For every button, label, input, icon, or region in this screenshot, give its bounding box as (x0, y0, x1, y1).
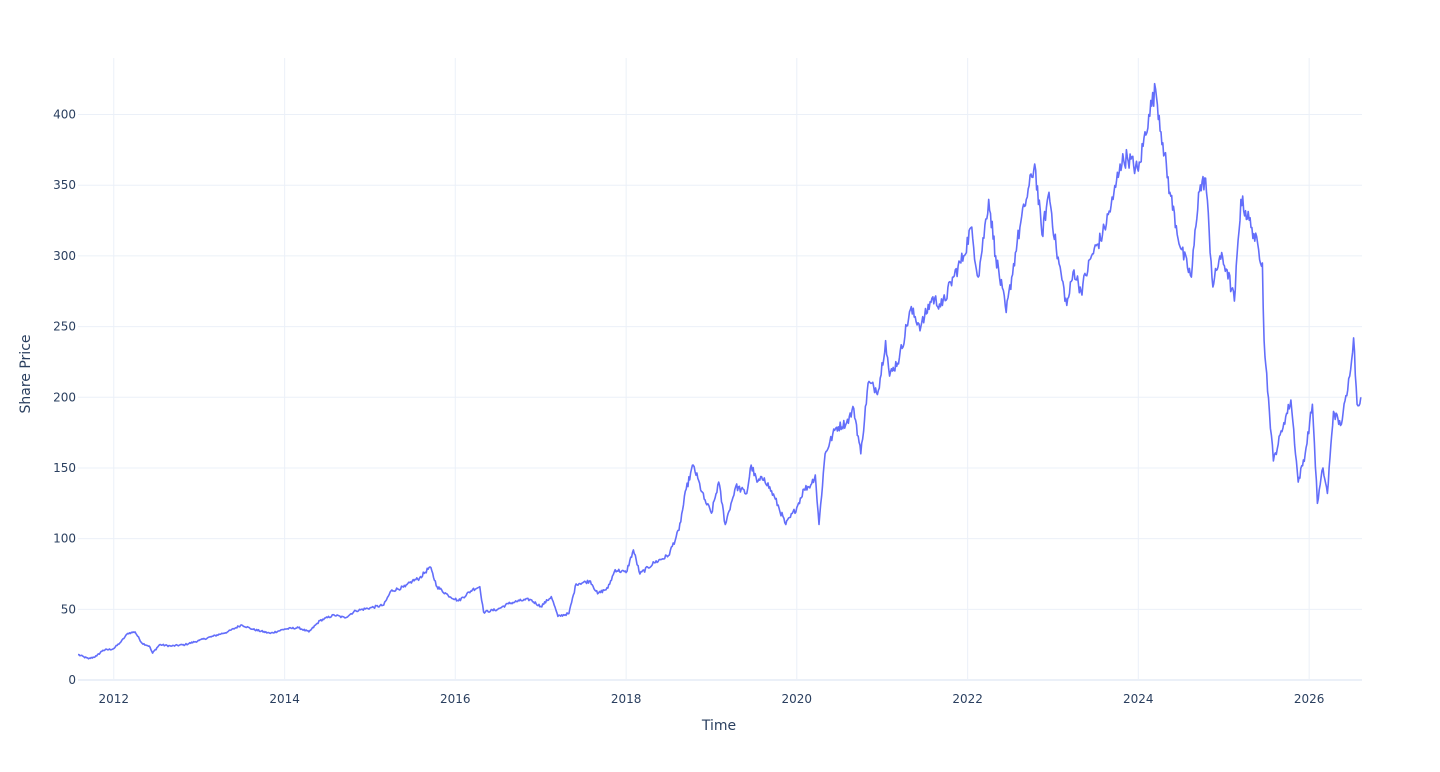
x-tick-label: 2026 (1294, 692, 1325, 706)
series-layer (77, 82, 1362, 660)
y-tick-label: 0 (68, 673, 76, 687)
y-tick-label: 250 (53, 320, 76, 334)
y-tick-label: 150 (53, 461, 76, 475)
grid-layer (78, 58, 1362, 681)
tick-labels: 2012 2014 2016 2018 2020 2022 2024 2026 0 50 100 15… (53, 108, 1324, 706)
y-axis-title: Share Price (18, 334, 34, 413)
y-tick-label: 300 (53, 249, 76, 263)
x-tick-label: 2014 (269, 692, 300, 706)
x-axis-title: Time (701, 718, 736, 734)
x-tick-label: 2020 (782, 692, 813, 706)
x-tick-label: 2016 (440, 692, 471, 706)
y-tick-label: 350 (53, 178, 76, 192)
x-tick-label: 2012 (98, 692, 129, 706)
x-tick-label: 2018 (611, 692, 642, 706)
price-series-line (77, 82, 1362, 660)
y-tick-label: 400 (53, 108, 76, 122)
x-tick-label: 2022 (952, 692, 983, 706)
y-tick-label: 100 (53, 532, 76, 546)
y-tick-label: 200 (53, 390, 76, 404)
y-tick-label: 50 (61, 602, 76, 616)
x-tick-label: 2024 (1123, 692, 1154, 706)
